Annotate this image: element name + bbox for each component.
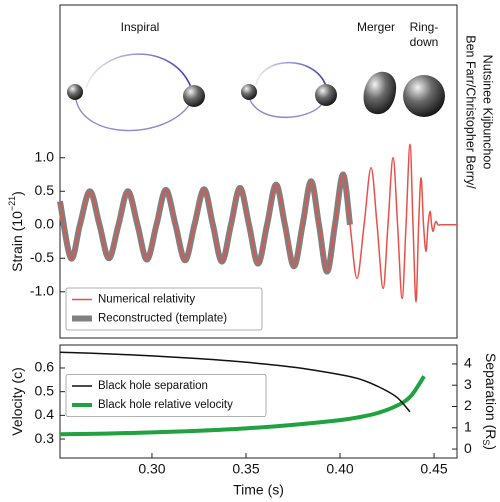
orbit [255, 61, 327, 87]
y-tick-label: 0.5 [35, 382, 55, 398]
x-tick-label: 0.40 [326, 461, 353, 477]
y2-tick-label: 1 [464, 418, 472, 434]
illustration [67, 53, 445, 132]
credit: Nutsinee Kijbunchoo [481, 55, 495, 170]
orbit [249, 99, 323, 119]
black-hole [183, 85, 205, 107]
y-tick-label: 0.4 [35, 406, 55, 422]
data-line [59, 375, 426, 437]
black-hole [315, 84, 337, 106]
legend-label: Black hole separation [98, 380, 208, 392]
y2-tick-label: 0 [464, 440, 472, 456]
legend-box [65, 374, 267, 417]
y-axis-label-part: Velocity (c) [9, 367, 25, 435]
y2-tick-label: 3 [464, 376, 472, 392]
y2-axis-label-part: Separation (R [483, 353, 499, 439]
y2-axis-label: Separation (RS) [481, 353, 500, 450]
y-tick-label: 0.5 [35, 182, 55, 198]
y-axis-label-part: ) [9, 191, 25, 196]
annotation: Inspiral [121, 20, 160, 34]
x-tick-label: 0.35 [232, 461, 259, 477]
x-axis-label: Time (s) [233, 482, 284, 498]
y-axis-label: Strain (10−21) [7, 191, 24, 272]
remnant [403, 75, 445, 117]
y-axis-label-part: −21 [7, 196, 17, 211]
y-tick-label: 1.0 [35, 148, 55, 164]
x-tick-label: 0.30 [138, 461, 165, 477]
black-hole [67, 84, 83, 100]
y2-axis-label-part: ) [483, 445, 499, 450]
annotation: Ring- [410, 20, 439, 34]
y2-tick-label: 4 [464, 355, 472, 371]
y-tick-label: 0.3 [35, 430, 55, 446]
merger-blob [363, 71, 397, 115]
x-tick-label: 0.45 [420, 461, 447, 477]
y-tick-label: -1.0 [30, 282, 54, 298]
plot-frame [59, 4, 458, 339]
legend-label: Reconstructed (template) [98, 313, 227, 325]
y-tick-label: -0.5 [30, 249, 54, 265]
y-axis-label-part: Strain (10 [9, 211, 25, 272]
legend-label: Numerical relativity [98, 294, 195, 306]
credit: Ben Farr/Christopher Berry/ [464, 35, 478, 189]
y2-axis-label-part: S [481, 439, 491, 445]
data-line [59, 143, 457, 303]
orbit [75, 99, 191, 132]
y-axis-label: Velocity (c) [9, 367, 25, 435]
y-tick-label: 0.0 [35, 215, 55, 231]
legend-label: Black hole relative velocity [98, 399, 233, 411]
y2-tick-label: 2 [464, 397, 472, 413]
y-tick-label: 0.6 [35, 359, 55, 375]
annotation: down [410, 35, 439, 49]
orbit [85, 53, 193, 91]
legend-box [65, 287, 263, 331]
data-line [59, 351, 411, 413]
plot-frame [59, 344, 458, 459]
annotation: Merger [357, 20, 395, 34]
black-hole [241, 84, 257, 100]
